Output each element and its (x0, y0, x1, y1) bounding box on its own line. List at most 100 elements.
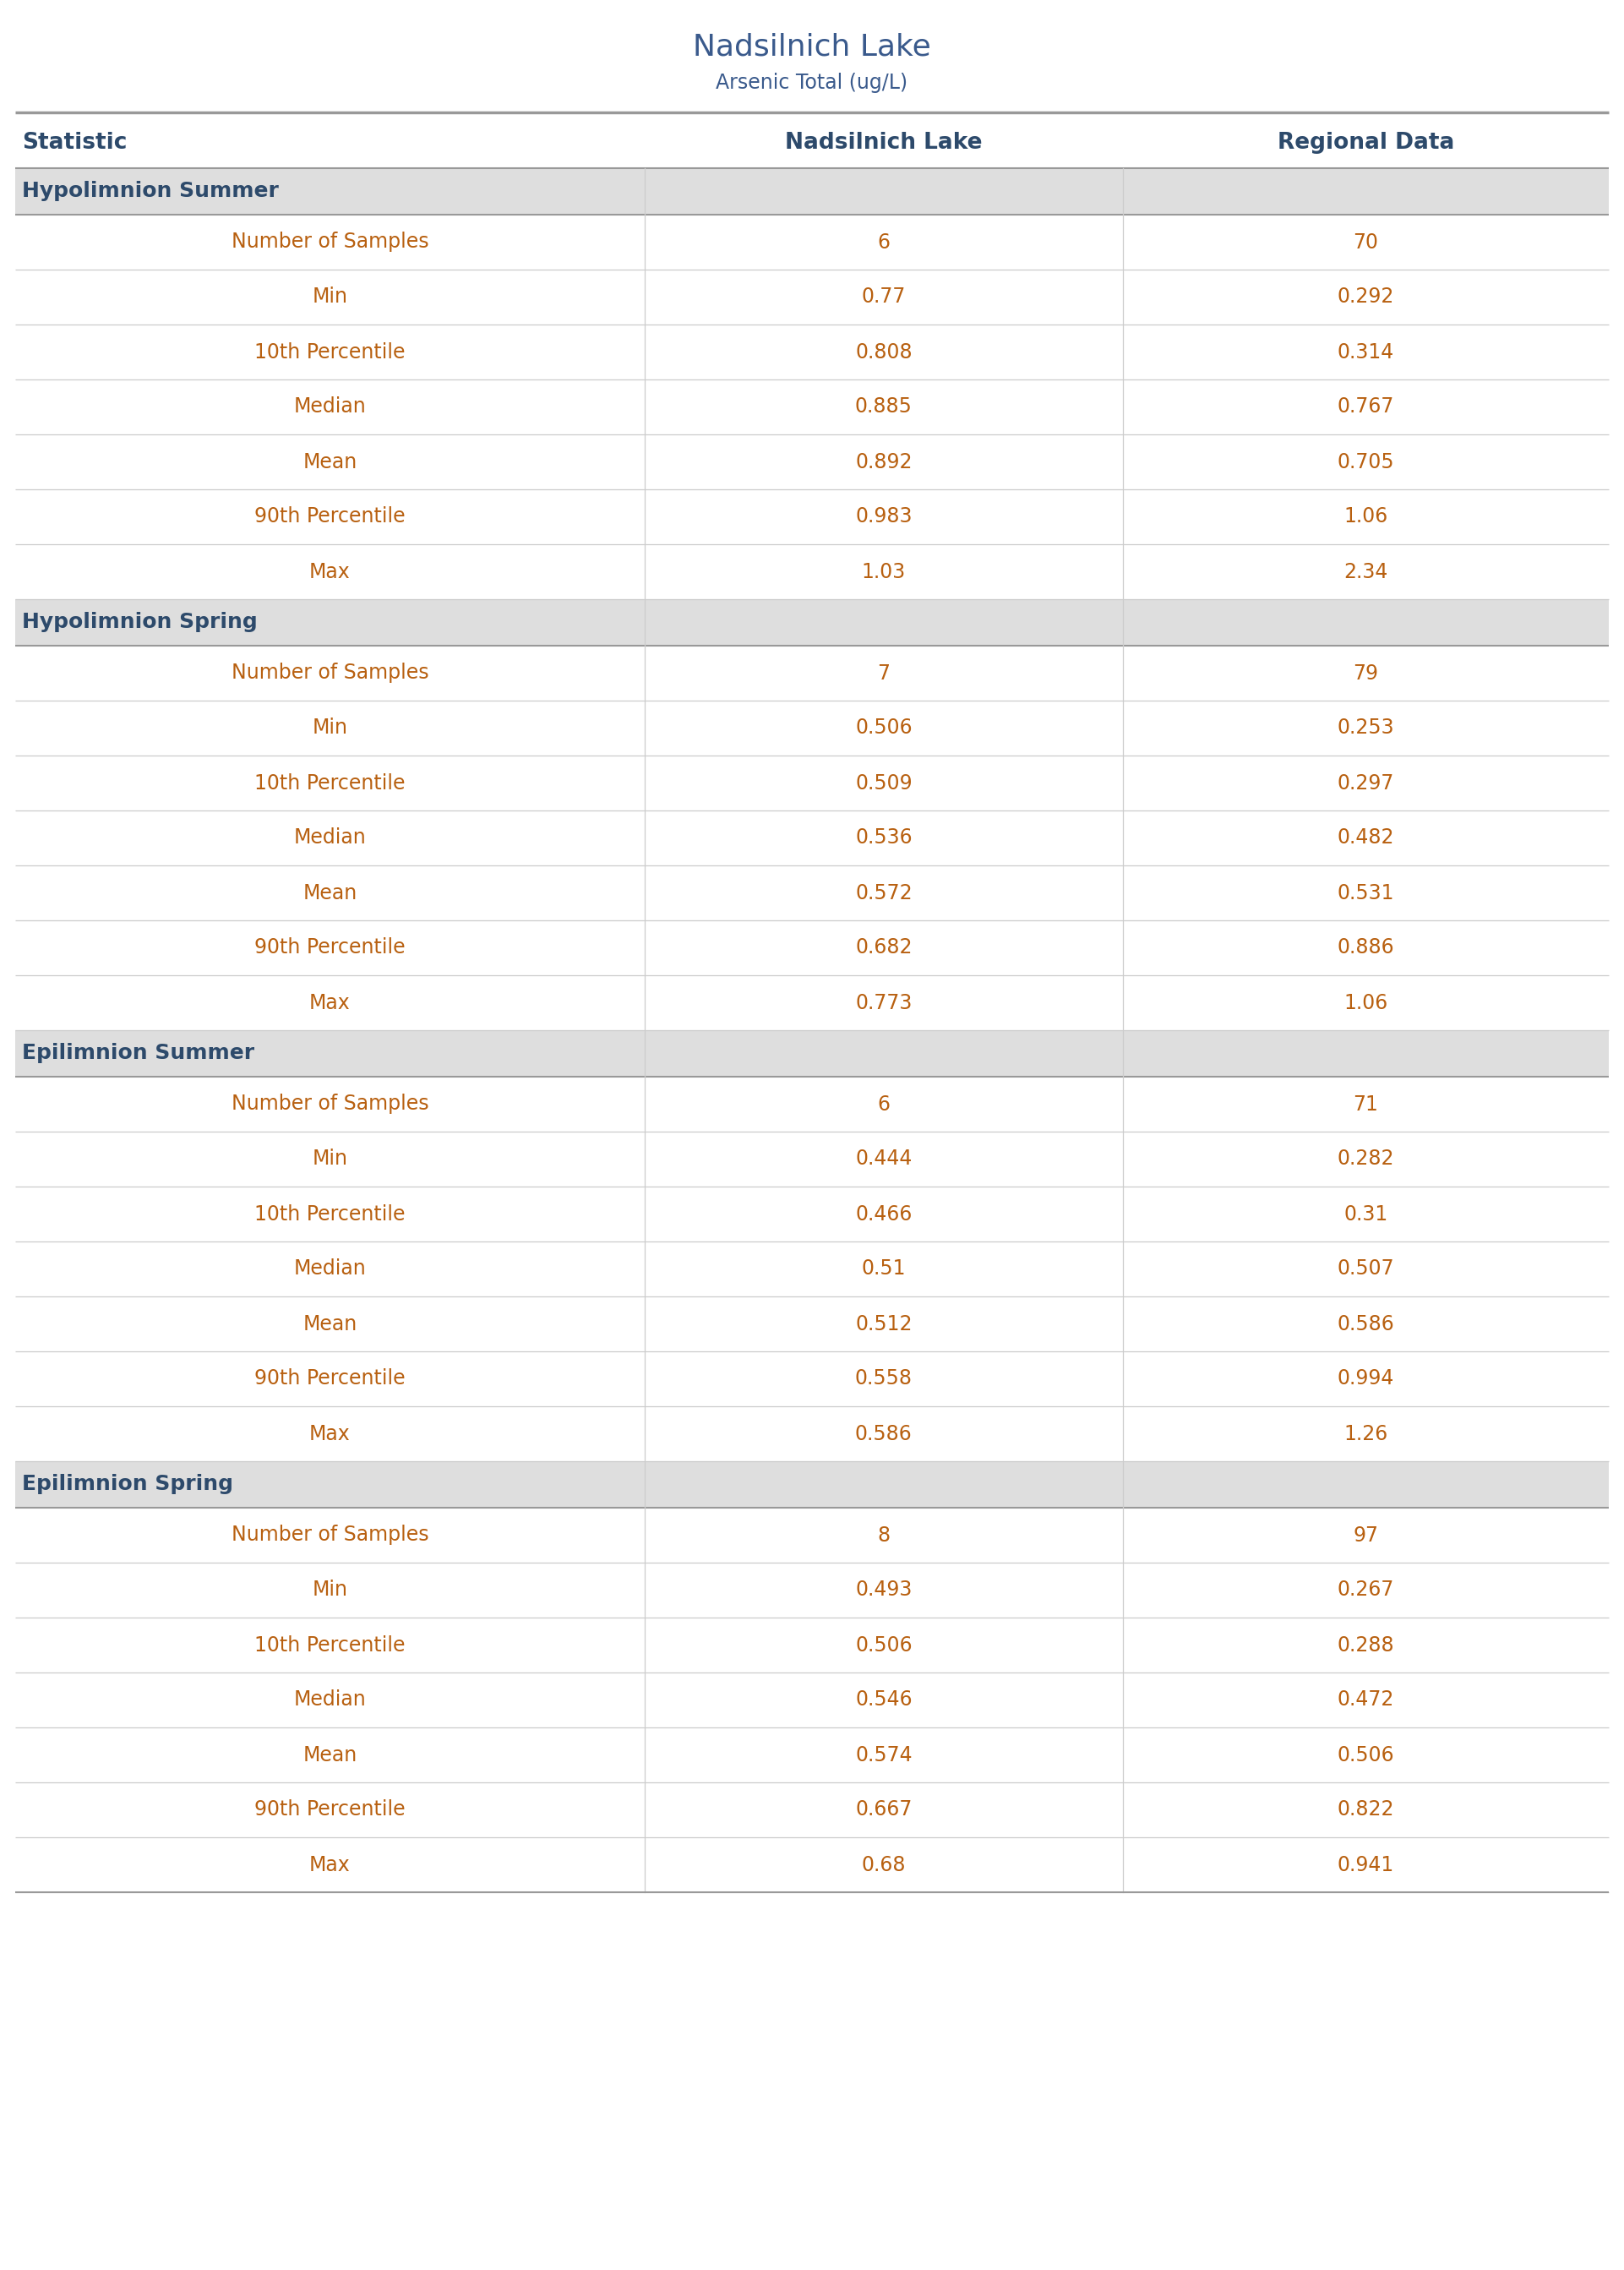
Text: 0.705: 0.705 (1337, 452, 1395, 472)
Text: 0.767: 0.767 (1337, 397, 1395, 418)
Text: Max: Max (309, 561, 351, 581)
Text: 71: 71 (1353, 1094, 1379, 1115)
Bar (15, 1076, 1609, 1133)
Text: 0.667: 0.667 (856, 1800, 913, 1821)
Bar (15, 325, 1609, 379)
Text: 90th Percentile: 90th Percentile (255, 1369, 406, 1389)
Bar (15, 545, 1609, 599)
Text: Hypolimnion Summer: Hypolimnion Summer (23, 182, 279, 202)
Text: 7: 7 (877, 663, 890, 683)
Text: 97: 97 (1353, 1525, 1379, 1546)
Text: 0.31: 0.31 (1343, 1203, 1389, 1224)
Text: Epilimnion Summer: Epilimnion Summer (23, 1044, 255, 1065)
Text: 0.292: 0.292 (1337, 286, 1395, 306)
Text: 0.506: 0.506 (1337, 1746, 1395, 1766)
Text: 0.558: 0.558 (854, 1369, 913, 1389)
Text: Max: Max (309, 1855, 351, 1875)
Text: Min: Min (312, 1149, 348, 1169)
Text: 0.314: 0.314 (1337, 343, 1393, 363)
Text: 0.531: 0.531 (1337, 883, 1395, 903)
Text: 8: 8 (877, 1525, 890, 1546)
Text: 0.586: 0.586 (856, 1423, 913, 1444)
Bar (15, 865, 1609, 919)
Text: Min: Min (312, 1580, 348, 1600)
Text: 0.297: 0.297 (1337, 772, 1395, 792)
Text: 1.06: 1.06 (1343, 992, 1389, 1012)
Text: Mean: Mean (302, 452, 357, 472)
Text: Mean: Mean (302, 1314, 357, 1335)
Text: Median: Median (294, 1260, 365, 1278)
Text: Median: Median (294, 397, 365, 418)
Text: 0.77: 0.77 (862, 286, 906, 306)
Text: 0.482: 0.482 (1337, 829, 1395, 849)
Text: 0.493: 0.493 (856, 1580, 913, 1600)
Text: 0.507: 0.507 (1337, 1260, 1395, 1278)
Bar (15, 1351, 1609, 1407)
Bar (15, 1673, 1609, 1727)
Bar (15, 1242, 1609, 1296)
Text: 0.574: 0.574 (856, 1746, 913, 1766)
Text: 0.822: 0.822 (1337, 1800, 1395, 1821)
Bar (15, 645, 1609, 701)
Text: 0.267: 0.267 (1337, 1580, 1395, 1600)
Text: 0.994: 0.994 (1337, 1369, 1395, 1389)
Bar (15, 1296, 1609, 1351)
Text: Nadsilnich Lake: Nadsilnich Lake (693, 34, 931, 61)
Text: 70: 70 (1353, 232, 1379, 252)
Bar (15, 1562, 1609, 1619)
Text: 0.509: 0.509 (856, 772, 913, 792)
Text: 10th Percentile: 10th Percentile (255, 343, 406, 363)
Text: 0.68: 0.68 (861, 1855, 906, 1875)
Bar (15, 810, 1609, 865)
Bar (15, 168, 1609, 216)
Text: 0.51: 0.51 (861, 1260, 906, 1278)
Text: Min: Min (312, 717, 348, 738)
Bar (15, 1187, 1609, 1242)
Bar (15, 1133, 1609, 1187)
Bar (15, 1407, 1609, 1462)
Bar (15, 1619, 1609, 1673)
Text: 0.572: 0.572 (856, 883, 913, 903)
Text: Median: Median (294, 1689, 365, 1709)
Text: 0.892: 0.892 (856, 452, 913, 472)
Bar (15, 701, 1609, 756)
Text: Epilimnion Spring: Epilimnion Spring (23, 1473, 234, 1494)
Text: 0.506: 0.506 (856, 717, 913, 738)
Bar (15, 1836, 1609, 1893)
Text: 90th Percentile: 90th Percentile (255, 938, 406, 958)
Text: 90th Percentile: 90th Percentile (255, 1800, 406, 1821)
Bar (15, 1462, 1609, 1507)
Text: Min: Min (312, 286, 348, 306)
Text: 0.253: 0.253 (1337, 717, 1395, 738)
Text: Mean: Mean (302, 1746, 357, 1766)
Text: Median: Median (294, 829, 365, 849)
Text: 0.536: 0.536 (856, 829, 913, 849)
Text: 0.886: 0.886 (1337, 938, 1395, 958)
Bar (15, 379, 1609, 434)
Bar (15, 976, 1609, 1031)
Text: 79: 79 (1353, 663, 1379, 683)
Text: 0.444: 0.444 (856, 1149, 913, 1169)
Text: Hypolimnion Spring: Hypolimnion Spring (23, 613, 258, 633)
Text: 0.885: 0.885 (854, 397, 913, 418)
Bar (15, 490, 1609, 545)
Text: Nadsilnich Lake: Nadsilnich Lake (784, 132, 983, 154)
Text: 0.288: 0.288 (1337, 1634, 1395, 1655)
Text: Max: Max (309, 992, 351, 1012)
Text: Max: Max (309, 1423, 351, 1444)
Bar (15, 756, 1609, 810)
Text: Number of Samples: Number of Samples (231, 1094, 429, 1115)
Text: 90th Percentile: 90th Percentile (255, 506, 406, 527)
Bar (15, 434, 1609, 490)
Text: 6: 6 (877, 1094, 890, 1115)
Bar (15, 216, 1609, 270)
Text: 0.586: 0.586 (1337, 1314, 1395, 1335)
Bar (15, 1782, 1609, 1836)
Text: 1.06: 1.06 (1343, 506, 1389, 527)
Text: 10th Percentile: 10th Percentile (255, 772, 406, 792)
Text: 0.282: 0.282 (1337, 1149, 1395, 1169)
Bar (15, 1727, 1609, 1782)
Bar (15, 1507, 1609, 1562)
Bar (15, 1031, 1609, 1076)
Bar (15, 599, 1609, 645)
